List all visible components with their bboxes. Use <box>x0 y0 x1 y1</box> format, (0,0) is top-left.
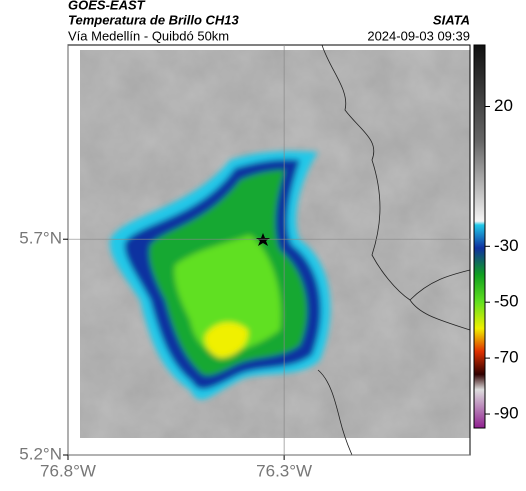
x-tick-label: 76.8°W <box>40 461 96 480</box>
colorbar-tick-label: -90 <box>494 404 519 423</box>
colorbar <box>473 44 486 429</box>
colorbar-tick-label: -70 <box>494 348 519 367</box>
source: SIATA <box>433 12 470 27</box>
region: Vía Medellín - Quibdó 50km <box>68 28 229 43</box>
colorbar-tick-label: -50 <box>494 292 519 311</box>
timestamp: 2024-09-03 09:39 <box>367 28 470 43</box>
x-tick-label: 76.3°W <box>256 461 312 480</box>
colorbar-tick-label: -30 <box>494 236 519 255</box>
satellite-image <box>80 44 471 456</box>
product: Temperatura de Brillo CH13 <box>68 12 240 27</box>
y-tick-label: 5.7°N <box>19 229 62 248</box>
satellite: GOES-EAST <box>68 0 146 12</box>
colorbar-tick-label: 20 <box>494 96 513 115</box>
y-tick-label: 5.2°N <box>19 444 62 463</box>
